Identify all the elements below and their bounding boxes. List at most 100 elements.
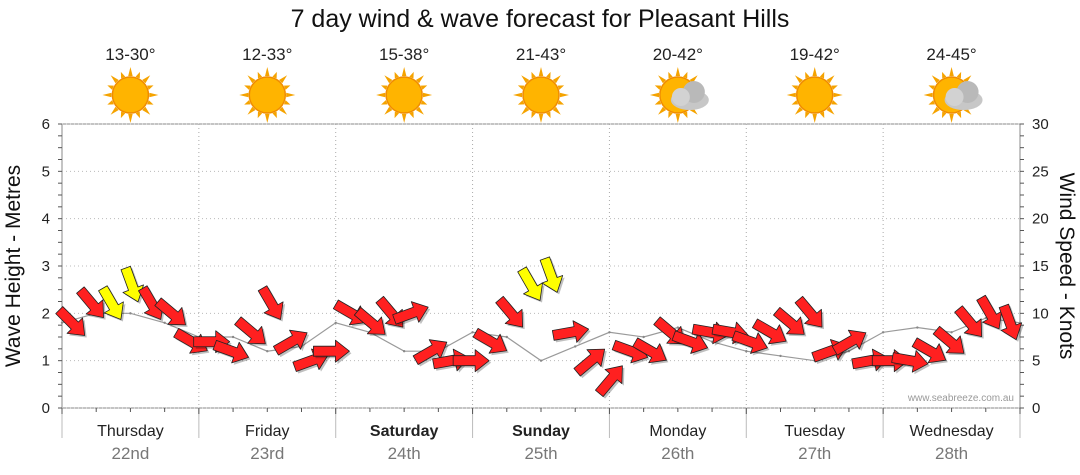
day-date: 26th — [661, 444, 694, 463]
wave-point — [231, 335, 235, 339]
day-temp: 20-42° — [653, 45, 703, 64]
sun-ray — [128, 113, 133, 123]
sun-icon — [786, 67, 843, 123]
sun-ray — [923, 92, 933, 98]
sun-ray — [682, 111, 688, 119]
sun-ray — [272, 111, 277, 119]
sun-ray — [265, 67, 270, 77]
sun-ray — [546, 111, 551, 119]
day-temp: 13-30° — [105, 45, 155, 64]
wind-arrow — [517, 266, 543, 301]
wind-arrow — [392, 301, 429, 325]
sun-ray — [142, 75, 151, 84]
sun-ray — [110, 106, 119, 115]
sun-ray — [812, 113, 817, 123]
sun-ray — [384, 75, 393, 84]
wind-arrow — [752, 318, 787, 345]
sun-ray — [257, 111, 263, 119]
sun-ray — [279, 75, 288, 84]
y-left-tick: 4 — [42, 211, 50, 228]
y-right-tick: 10 — [1032, 305, 1049, 322]
sun-ray — [819, 71, 825, 79]
wave-point — [163, 321, 166, 324]
day-temp: 15-38° — [379, 45, 429, 64]
day-temp: 24-45° — [926, 45, 976, 64]
cloud — [671, 88, 690, 106]
sun-ray — [805, 71, 810, 79]
sun-ray — [675, 113, 681, 123]
wind-arrow — [98, 285, 124, 320]
sun-ray — [682, 71, 688, 79]
sun-ray — [244, 100, 251, 105]
sun-disc — [248, 76, 287, 114]
sun-ray — [142, 106, 151, 115]
wind-arrow — [773, 306, 805, 335]
sun-ray — [409, 71, 414, 79]
wind-arrow — [212, 339, 249, 364]
sun-ray — [931, 75, 940, 84]
sun-ray — [546, 71, 551, 79]
sun-ray — [831, 85, 838, 90]
wave-point — [779, 354, 782, 358]
wind-arrow — [257, 285, 284, 320]
sun-ray — [409, 111, 414, 119]
y-left-tick: 0 — [42, 400, 50, 417]
wind-arrow — [976, 294, 1002, 330]
sun-ray — [376, 92, 386, 98]
y-left-tick: 2 — [42, 305, 50, 322]
wind-arrow — [76, 286, 104, 319]
sun-ray — [654, 100, 662, 105]
y-axis-left-label: Wave Height - Metres — [2, 165, 25, 367]
wind-arrow — [539, 256, 564, 293]
sun-ray — [381, 100, 388, 105]
wind-arrow — [273, 329, 308, 356]
sun-icon — [239, 67, 296, 123]
sun-disc — [795, 76, 834, 114]
wave-point — [950, 331, 953, 334]
sun-ray — [135, 111, 140, 119]
wind-arrow — [731, 330, 768, 354]
sun-ray — [668, 71, 673, 79]
sun-ray — [244, 85, 251, 90]
sun-ray — [381, 85, 388, 90]
sun-ray — [265, 113, 270, 123]
wind-arrow — [412, 339, 448, 365]
sun-icon — [102, 67, 159, 123]
sun-ray — [928, 85, 936, 90]
sun-ray — [949, 67, 954, 77]
wave-point — [471, 331, 474, 334]
sun-ray — [107, 85, 114, 90]
wind-arrow — [452, 349, 490, 373]
sun-ray — [283, 85, 291, 90]
wave-point — [60, 321, 64, 324]
sun-ray — [552, 106, 561, 115]
sun-ray — [654, 85, 662, 90]
wave-point — [916, 326, 919, 329]
sun-ray — [658, 75, 667, 84]
sun-ray — [415, 75, 424, 84]
wind-arrow — [55, 306, 86, 336]
day-date: 22nd — [112, 444, 150, 463]
sun-ray — [257, 71, 263, 79]
y-axis-right-label: Wind Speed - Knots — [1055, 173, 1078, 360]
y-left-tick: 1 — [42, 353, 50, 370]
sun-ray — [833, 92, 843, 98]
watermark: www.seabreeze.com.au — [907, 393, 1014, 404]
sun-ray — [401, 67, 407, 77]
sun-ray — [928, 100, 936, 105]
wind-arrow — [891, 350, 929, 373]
y-left-tick: 5 — [42, 163, 50, 180]
sun-ray — [812, 67, 817, 77]
sun-ray — [826, 106, 835, 115]
y-left-tick: 3 — [42, 258, 50, 275]
sun-ray — [805, 111, 810, 119]
wave-point — [676, 326, 680, 329]
wind-arrow — [954, 305, 983, 337]
wave-point — [642, 335, 645, 339]
wave-point — [539, 359, 543, 362]
y-left-tick: 6 — [42, 116, 50, 133]
sun-ray — [942, 111, 947, 119]
sun-disc — [111, 76, 150, 114]
sun-ray — [517, 100, 525, 105]
sun-ray — [120, 71, 126, 79]
